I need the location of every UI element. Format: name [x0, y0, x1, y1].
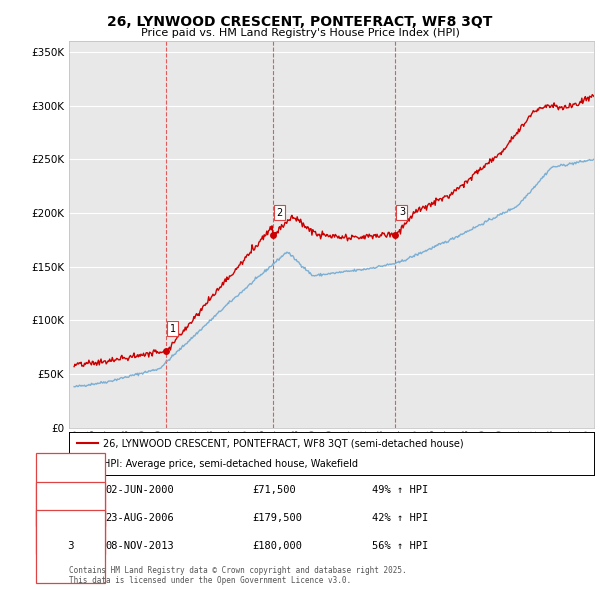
Text: 23-AUG-2006: 23-AUG-2006 — [105, 513, 174, 523]
Text: 3: 3 — [67, 542, 74, 551]
Text: 26, LYNWOOD CRESCENT, PONTEFRACT, WF8 3QT: 26, LYNWOOD CRESCENT, PONTEFRACT, WF8 3Q… — [107, 15, 493, 29]
Text: Price paid vs. HM Land Registry's House Price Index (HPI): Price paid vs. HM Land Registry's House … — [140, 28, 460, 38]
Text: £180,000: £180,000 — [252, 542, 302, 551]
Text: 08-NOV-2013: 08-NOV-2013 — [105, 542, 174, 551]
Text: 3: 3 — [399, 207, 405, 217]
Text: HPI: Average price, semi-detached house, Wakefield: HPI: Average price, semi-detached house,… — [103, 460, 358, 469]
Text: 56% ↑ HPI: 56% ↑ HPI — [372, 542, 428, 551]
Text: £71,500: £71,500 — [252, 485, 296, 494]
Text: 26, LYNWOOD CRESCENT, PONTEFRACT, WF8 3QT (semi-detached house): 26, LYNWOOD CRESCENT, PONTEFRACT, WF8 3Q… — [103, 438, 464, 448]
Text: £179,500: £179,500 — [252, 513, 302, 523]
Text: 1: 1 — [170, 324, 176, 334]
Text: 2: 2 — [67, 513, 74, 523]
Text: 1: 1 — [67, 485, 74, 494]
Text: 02-JUN-2000: 02-JUN-2000 — [105, 485, 174, 494]
Text: 49% ↑ HPI: 49% ↑ HPI — [372, 485, 428, 494]
Text: 2: 2 — [276, 208, 282, 218]
Text: Contains HM Land Registry data © Crown copyright and database right 2025.
This d: Contains HM Land Registry data © Crown c… — [69, 566, 407, 585]
Text: 42% ↑ HPI: 42% ↑ HPI — [372, 513, 428, 523]
